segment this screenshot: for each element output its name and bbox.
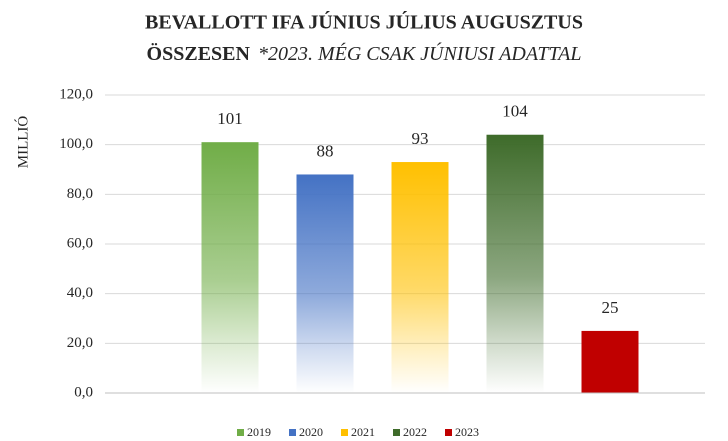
chart-title: ÖSSZESEN xyxy=(147,42,251,65)
data-label: 25 xyxy=(602,298,619,317)
legend-swatch xyxy=(393,429,400,436)
data-label: 88 xyxy=(317,141,334,160)
y-tick-label: 20,0 xyxy=(67,335,93,351)
y-tick-label: 60,0 xyxy=(67,235,93,251)
y-tick-label: 100,0 xyxy=(59,136,93,152)
y-tick-label: 80,0 xyxy=(67,186,93,202)
y-tick-label: 40,0 xyxy=(67,285,93,301)
data-label: 101 xyxy=(217,109,243,128)
legend-swatch xyxy=(445,429,452,436)
legend-label: 2020 xyxy=(299,425,323,439)
y-axis-label: MILLIÓ xyxy=(14,116,31,169)
legend-swatch xyxy=(289,429,296,436)
data-label: 104 xyxy=(502,102,528,121)
legend-label: 2019 xyxy=(247,425,271,439)
y-tick-label: 120,0 xyxy=(59,86,93,102)
bar xyxy=(296,174,354,393)
bar xyxy=(391,162,449,393)
chart-title-line: ÖSSZESEN *2023. MÉG CSAK JÚNIUSI ADATTAL xyxy=(147,41,582,65)
legend-label: 2023 xyxy=(455,425,479,439)
legend-swatch xyxy=(341,429,348,436)
y-tick-label: 0,0 xyxy=(74,384,93,400)
legend-label: 2021 xyxy=(351,425,375,439)
bar xyxy=(581,330,639,393)
legend-label: 2022 xyxy=(403,425,427,439)
legend-swatch xyxy=(237,429,244,436)
data-label: 93 xyxy=(412,129,429,148)
bar xyxy=(201,142,259,393)
chart-subtitle: *2023. MÉG CSAK JÚNIUSI ADATTAL xyxy=(258,41,582,65)
chart-title: BEVALLOTT IFA JÚNIUS JÚLIUS AUGUSZTUS xyxy=(145,10,583,34)
bar xyxy=(486,134,544,393)
